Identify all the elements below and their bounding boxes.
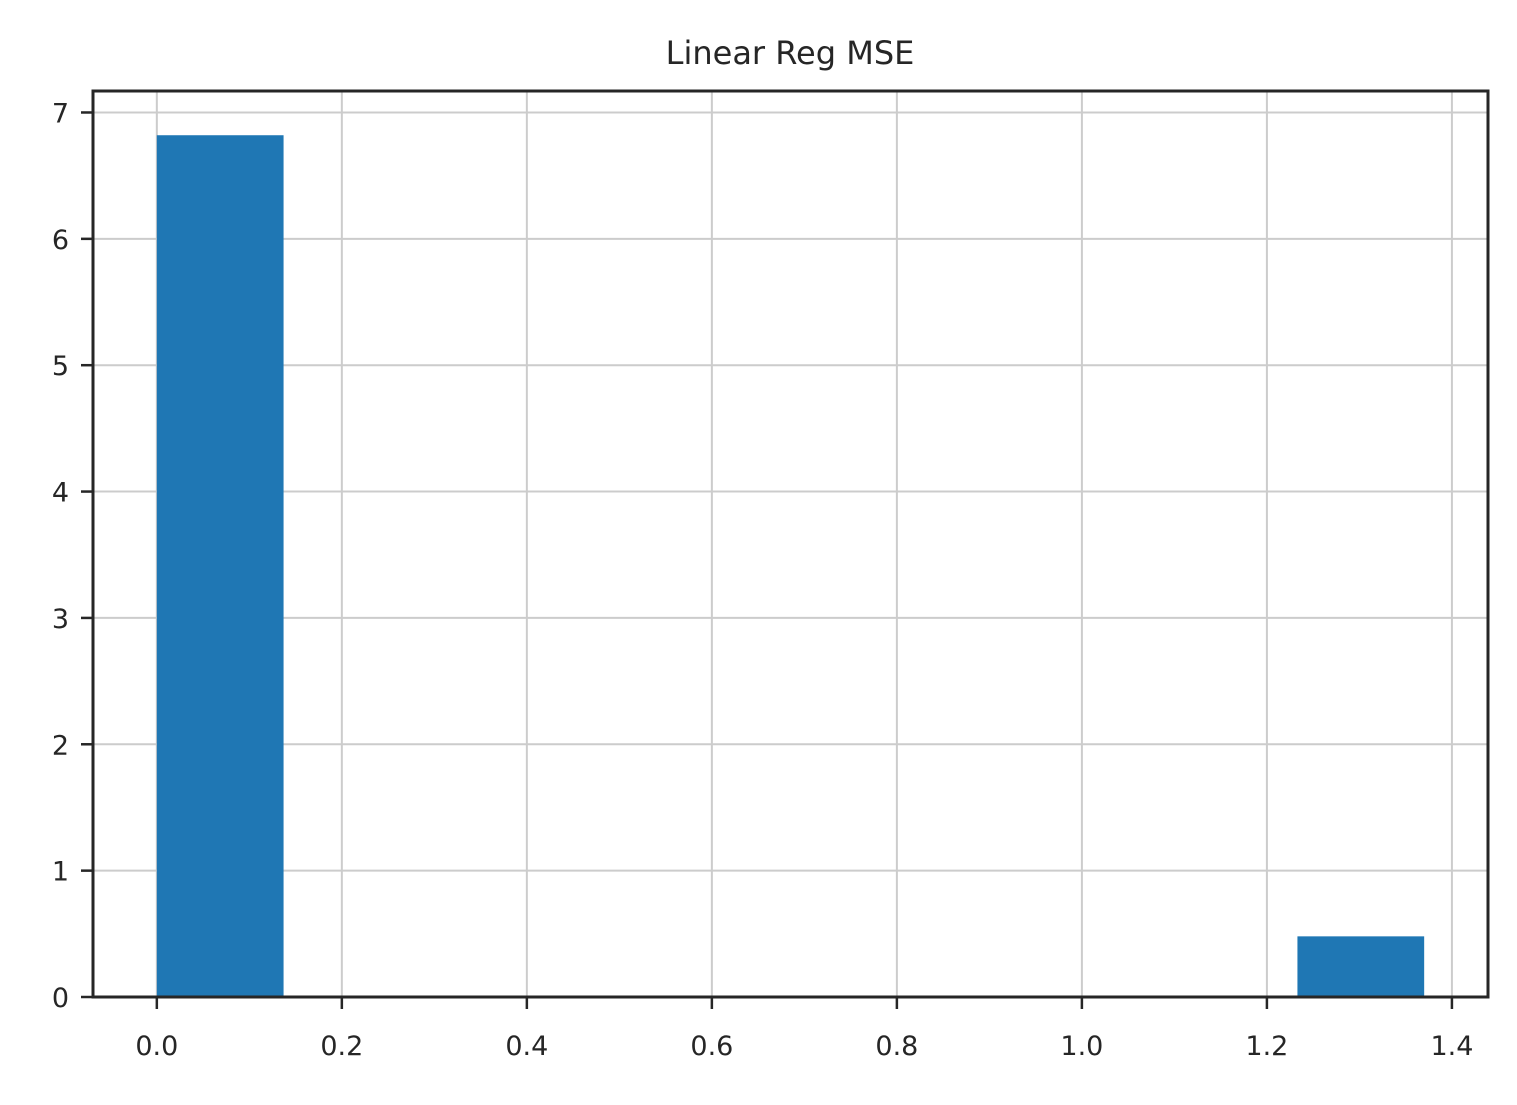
x-tick-label: 0.0 bbox=[135, 1031, 178, 1062]
x-tick-label: 1.2 bbox=[1245, 1031, 1288, 1062]
histogram-bar bbox=[1297, 936, 1425, 997]
y-tick-label: 1 bbox=[52, 857, 69, 888]
axes bbox=[91, 89, 1490, 999]
y-tick-label: 0 bbox=[52, 983, 69, 1014]
y-tick-label: 3 bbox=[52, 604, 69, 635]
x-tick-label: 1.0 bbox=[1060, 1031, 1103, 1062]
x-axis-ticks: 0.0 0.2 0.4 0.6 0.8 1.0 1.2 1.4 bbox=[135, 997, 1473, 1062]
histogram-bars bbox=[156, 135, 1425, 997]
axes-frame bbox=[91, 89, 1490, 999]
y-axis-ticks: 0 1 2 3 4 5 6 7 bbox=[52, 98, 93, 1014]
y-tick-label: 2 bbox=[52, 730, 69, 761]
y-tick-label: 7 bbox=[52, 98, 69, 129]
y-tick-label: 6 bbox=[52, 225, 69, 256]
grid-lines bbox=[93, 91, 1488, 998]
histogram-bar bbox=[156, 135, 284, 997]
y-tick-label: 4 bbox=[52, 478, 69, 509]
x-tick-label: 0.2 bbox=[320, 1031, 363, 1062]
x-tick-label: 1.4 bbox=[1430, 1031, 1473, 1062]
x-tick-label: 0.6 bbox=[690, 1031, 733, 1062]
y-tick-label: 5 bbox=[52, 351, 69, 382]
chart-title: Linear Reg MSE bbox=[666, 34, 915, 72]
x-tick-label: 0.8 bbox=[875, 1031, 918, 1062]
x-tick-label: 0.4 bbox=[505, 1031, 548, 1062]
plot-background bbox=[93, 91, 1488, 997]
